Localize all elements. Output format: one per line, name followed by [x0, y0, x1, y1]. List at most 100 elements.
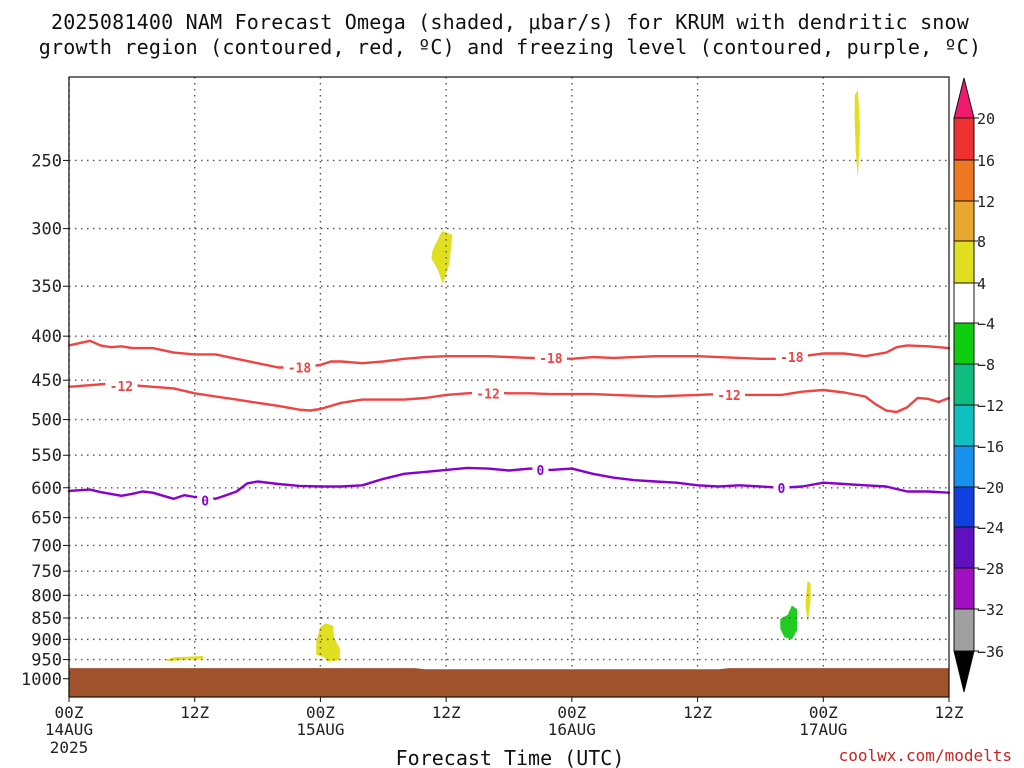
y-tick-label: 500: [31, 411, 62, 431]
colorbar-label: 12: [977, 193, 995, 211]
colorbar-label: −24: [977, 519, 1004, 537]
x-tick-date-label: 16AUG: [548, 720, 596, 739]
y-tick-label: 600: [31, 479, 62, 499]
title-line-2: growth region (contoured, red, ºC) and f…: [38, 35, 982, 59]
colorbar-band: [953, 486, 975, 528]
y-tick-label: 350: [31, 277, 62, 297]
contour-label-bg: [775, 349, 808, 366]
colorbar-label: 20: [977, 110, 995, 128]
plot-border: [68, 76, 950, 698]
colorbar-label: −28: [977, 560, 1004, 578]
y-tick-label: 550: [31, 446, 62, 466]
colorbar: 20 16 12 8 4 −4 −8 −12 −16 −20 −24 −28 −32 −36: [953, 77, 1004, 693]
y-tick-label: 750: [31, 562, 62, 582]
contour-label: -18: [288, 362, 312, 377]
x-tick-date-label: 15AUG: [296, 720, 344, 739]
omega-shading-layer: [166, 89, 860, 662]
colorbar-band: [953, 363, 975, 406]
x-tick-label: 00Z: [809, 703, 838, 722]
colorbar-band: [953, 117, 975, 161]
contour-label-bg: [197, 492, 214, 509]
contour-label: 0: [201, 495, 209, 510]
x-tick-date-label: 14AUG: [45, 720, 93, 739]
colorbar-bottom-arrow: [953, 650, 975, 693]
omega-region-3: [166, 656, 204, 662]
colorbar-band: [953, 445, 975, 488]
y-tick-label: 400: [31, 327, 62, 347]
x-tick-label: 12Z: [180, 703, 209, 722]
y-tick-label: 700: [31, 536, 62, 556]
y-tick-label: 800: [31, 586, 62, 606]
omega-region-4: [780, 605, 798, 640]
x-tick-year-label: 2025: [50, 738, 89, 757]
colorbar-band: [953, 608, 975, 652]
contour-label-bg: [713, 386, 745, 403]
contour-layer: -18 -18 -18 -12 -12 -12 0 0 0: [67, 339, 951, 510]
contour-label: -18: [780, 351, 804, 366]
colorbar-band: [953, 159, 975, 202]
y-tick-label: 950: [31, 651, 62, 671]
y-axis-ticks: 2503003504004505005506006507007508008509…: [21, 151, 69, 690]
contour-line-2: [67, 466, 951, 500]
contour-label: -12: [110, 380, 133, 395]
x-tick-label: 12Z: [935, 703, 964, 722]
x-tick-label: 00Z: [55, 703, 84, 722]
chart-title: 2025081400 NAM Forecast Omega (shaded, μ…: [0, 10, 1020, 60]
y-tick-label: 650: [31, 509, 62, 529]
colorbar-label: −4: [977, 315, 995, 333]
ground-layer: [69, 668, 949, 697]
contour-label: 0: [537, 464, 545, 479]
contour-label-bg: [472, 385, 505, 402]
colorbar-label: 4: [977, 275, 986, 293]
omega-region-5: [805, 581, 811, 623]
contour-label-bg: [534, 349, 567, 366]
y-tick-label: 300: [31, 220, 62, 240]
y-tick-label: 850: [31, 609, 62, 629]
contour-line-1: [67, 382, 951, 414]
x-tick-date-label: 17AUG: [799, 720, 847, 739]
colorbar-band: [953, 200, 975, 242]
x-axis-label: Forecast Time (UTC): [396, 746, 625, 768]
contour-label: -12: [476, 387, 499, 402]
contour-label-bg: [105, 377, 138, 394]
colorbar-band: [953, 567, 975, 610]
colorbar-label: −8: [977, 356, 995, 374]
contour-label: -18: [539, 352, 563, 367]
contour-label-bg: [773, 479, 790, 496]
y-tick-label: 1000: [21, 670, 62, 690]
colorbar-label: −12: [977, 397, 1004, 415]
colorbar-band: [953, 240, 975, 284]
x-tick-label: 00Z: [557, 703, 586, 722]
colorbar-band: [953, 322, 975, 365]
contour-label: -12: [717, 389, 740, 404]
contour-label-bg: [532, 461, 549, 478]
x-tick-label: 12Z: [432, 703, 461, 722]
credit-link[interactable]: coolwx.com/modelts: [838, 746, 1012, 765]
contour-label-bg: [283, 359, 316, 376]
contour-label: 0: [777, 482, 785, 497]
colorbar-label: −32: [977, 601, 1004, 619]
colorbar-label: −20: [977, 479, 1004, 497]
colorbar-label: 16: [977, 152, 995, 170]
colorbar-band: [953, 526, 975, 569]
grid-lines: [69, 77, 949, 697]
colorbar-top-arrow: [953, 77, 975, 119]
omega-region-2: [316, 623, 341, 662]
plot-frame: [68, 76, 950, 698]
y-tick-label: 450: [31, 371, 62, 391]
y-tick-label: 250: [31, 151, 62, 171]
y-tick-label: 900: [31, 630, 62, 650]
omega-region-1: [431, 231, 453, 285]
colorbar-label: −16: [977, 438, 1004, 456]
contour-line-0: [67, 339, 951, 369]
x-tick-label: 00Z: [306, 703, 335, 722]
omega-region-0: [854, 89, 860, 178]
title-line-1: 2025081400 NAM Forecast Omega (shaded, μ…: [50, 10, 970, 34]
colorbar-band: [953, 282, 975, 324]
colorbar-band: [953, 404, 975, 447]
colorbar-label: −36: [977, 643, 1004, 661]
x-tick-label: 12Z: [683, 703, 712, 722]
colorbar-label: 8: [977, 233, 986, 251]
